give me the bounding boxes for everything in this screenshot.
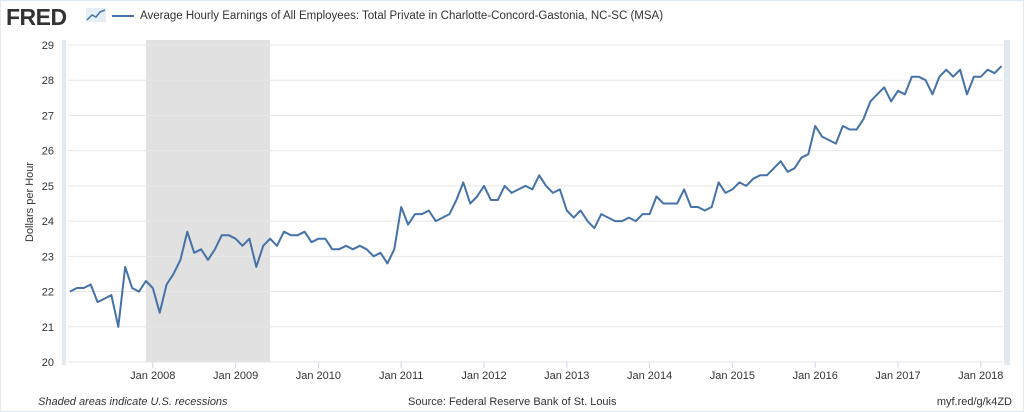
- x-tick-label: Jan 2016: [793, 370, 838, 382]
- legend: Average Hourly Earnings of All Employees…: [112, 10, 663, 22]
- right-edge: [1004, 40, 1010, 365]
- x-tick-label: Jan 2009: [213, 370, 258, 382]
- y-tick-label: 25: [42, 181, 54, 193]
- y-tick-label: 23: [42, 251, 54, 263]
- y-tick-label: 20: [42, 357, 54, 369]
- y-tick-label: 29: [42, 40, 54, 52]
- y-tick-label: 28: [42, 75, 54, 87]
- x-tick-label: Jan 2012: [461, 370, 506, 382]
- y-tick-label: 22: [42, 287, 54, 299]
- series-title: Average Hourly Earnings of All Employees…: [140, 10, 664, 22]
- short-link[interactable]: myf.red/g/k4ZD: [936, 396, 1012, 408]
- series-line: [69, 65, 1003, 328]
- x-tick-label: Jan 2010: [296, 370, 341, 382]
- x-tick-label: Jan 2011: [379, 370, 423, 382]
- y-tick-label: 24: [42, 216, 54, 228]
- x-tick-label: Jan 2008: [130, 370, 175, 382]
- source-text: Source: Federal Reserve Bank of St. Loui…: [408, 396, 617, 408]
- x-tick-label: Jan 2015: [710, 370, 755, 382]
- x-tick-label: Jan 2017: [875, 370, 920, 382]
- left-scrollbar-edge: [62, 40, 66, 365]
- x-tick-label: Jan 2013: [544, 370, 589, 382]
- x-tick-label: Jan 2018: [958, 370, 1003, 382]
- recession-shade: [145, 40, 271, 362]
- x-tick-label: Jan 2014: [627, 370, 672, 382]
- y-tick-label: 21: [42, 322, 54, 334]
- recession-note: Shaded areas indicate U.S. recessions: [38, 396, 228, 408]
- y-tick-label: 27: [42, 110, 54, 122]
- fred-logo[interactable]: FRED: [6, 4, 67, 30]
- logo-graph-icon: [86, 8, 106, 22]
- legend-swatch: [112, 15, 134, 17]
- y-tick-label: 26: [42, 146, 54, 158]
